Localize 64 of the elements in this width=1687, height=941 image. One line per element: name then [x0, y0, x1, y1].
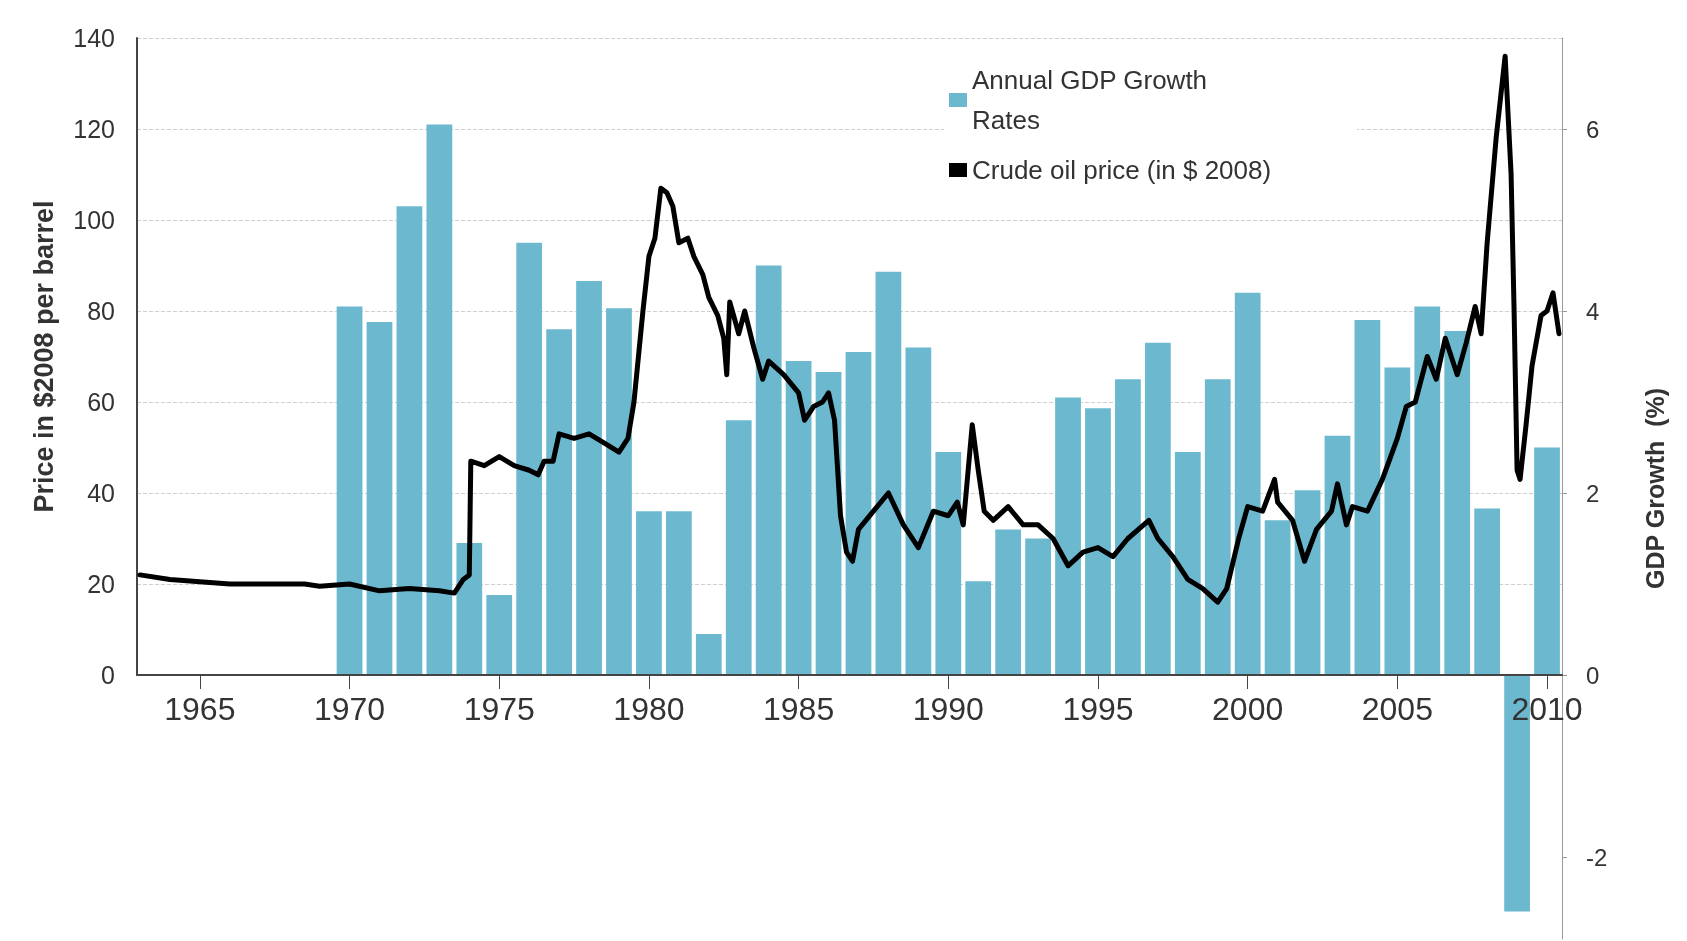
- bar: [845, 351, 872, 675]
- bar: [995, 529, 1022, 675]
- bar: [426, 124, 453, 675]
- bar: [606, 308, 632, 675]
- bar: [1324, 435, 1351, 675]
- legend-label: Annual GDP Growth Rates: [972, 65, 1215, 135]
- legend-label: Crude oil price (in $ 2008): [972, 155, 1272, 185]
- y-axis-title: Price in $2008 per barrel: [28, 200, 59, 513]
- bar: [665, 511, 692, 675]
- bar: [965, 581, 992, 675]
- y2-tick-label: -2: [1586, 843, 1608, 871]
- y2-tick-label: 2: [1586, 479, 1600, 507]
- bar: [636, 511, 662, 675]
- bar: [1444, 331, 1471, 675]
- bar: [1025, 538, 1051, 675]
- y-tick-label: 140: [73, 24, 115, 52]
- bar: [725, 420, 752, 675]
- y-tick-label: 80: [87, 297, 115, 325]
- bar: [905, 347, 932, 675]
- bar: [1174, 452, 1201, 675]
- y-tick-label: 40: [87, 479, 115, 507]
- bar: [1474, 508, 1501, 675]
- bar: [366, 321, 393, 675]
- bar: [1234, 292, 1261, 675]
- x-tick-label: 1980: [613, 691, 685, 727]
- y-tick-label: 20: [87, 570, 115, 598]
- bar: [755, 265, 782, 675]
- bar: [1414, 306, 1441, 675]
- x-tick-label: 2005: [1361, 691, 1433, 727]
- bar: [1384, 367, 1411, 675]
- bar: [1055, 397, 1081, 675]
- bar: [336, 306, 363, 675]
- bar: [1354, 320, 1381, 675]
- y2-tick-label: 6: [1586, 115, 1600, 143]
- bar: [785, 361, 812, 675]
- bar: [486, 594, 513, 675]
- bar: [516, 242, 543, 675]
- bar: [1204, 379, 1231, 675]
- x-tick-label: 2000: [1212, 691, 1284, 727]
- y-tick-label: 100: [73, 206, 115, 234]
- bar: [1115, 379, 1141, 675]
- y2-axis-title: GDP Growth (%): [1640, 387, 1669, 589]
- y2-tick-label: 4: [1586, 297, 1600, 325]
- bar: [1534, 447, 1560, 675]
- bar: [695, 634, 722, 675]
- bar: [1144, 342, 1171, 675]
- y-tick-label: 60: [87, 388, 115, 416]
- bar: [1085, 408, 1111, 675]
- bar: [396, 206, 423, 675]
- x-tick-label: 1990: [912, 691, 984, 727]
- bar: [1264, 520, 1291, 675]
- y-tick-label: 120: [73, 115, 115, 143]
- bar: [875, 271, 902, 675]
- bar: [456, 543, 483, 675]
- y-tick-label: 0: [101, 661, 115, 689]
- bar: [546, 329, 572, 675]
- x-tick-label: 1975: [463, 691, 535, 727]
- x-tick-label: 1965: [164, 691, 236, 727]
- bar: [576, 280, 602, 675]
- x-tick-label: 1995: [1062, 691, 1134, 727]
- x-tick-label: 1985: [763, 691, 835, 727]
- y2-tick-label: 0: [1586, 661, 1600, 689]
- x-tick-label: 1970: [313, 691, 386, 727]
- bar: [935, 452, 962, 675]
